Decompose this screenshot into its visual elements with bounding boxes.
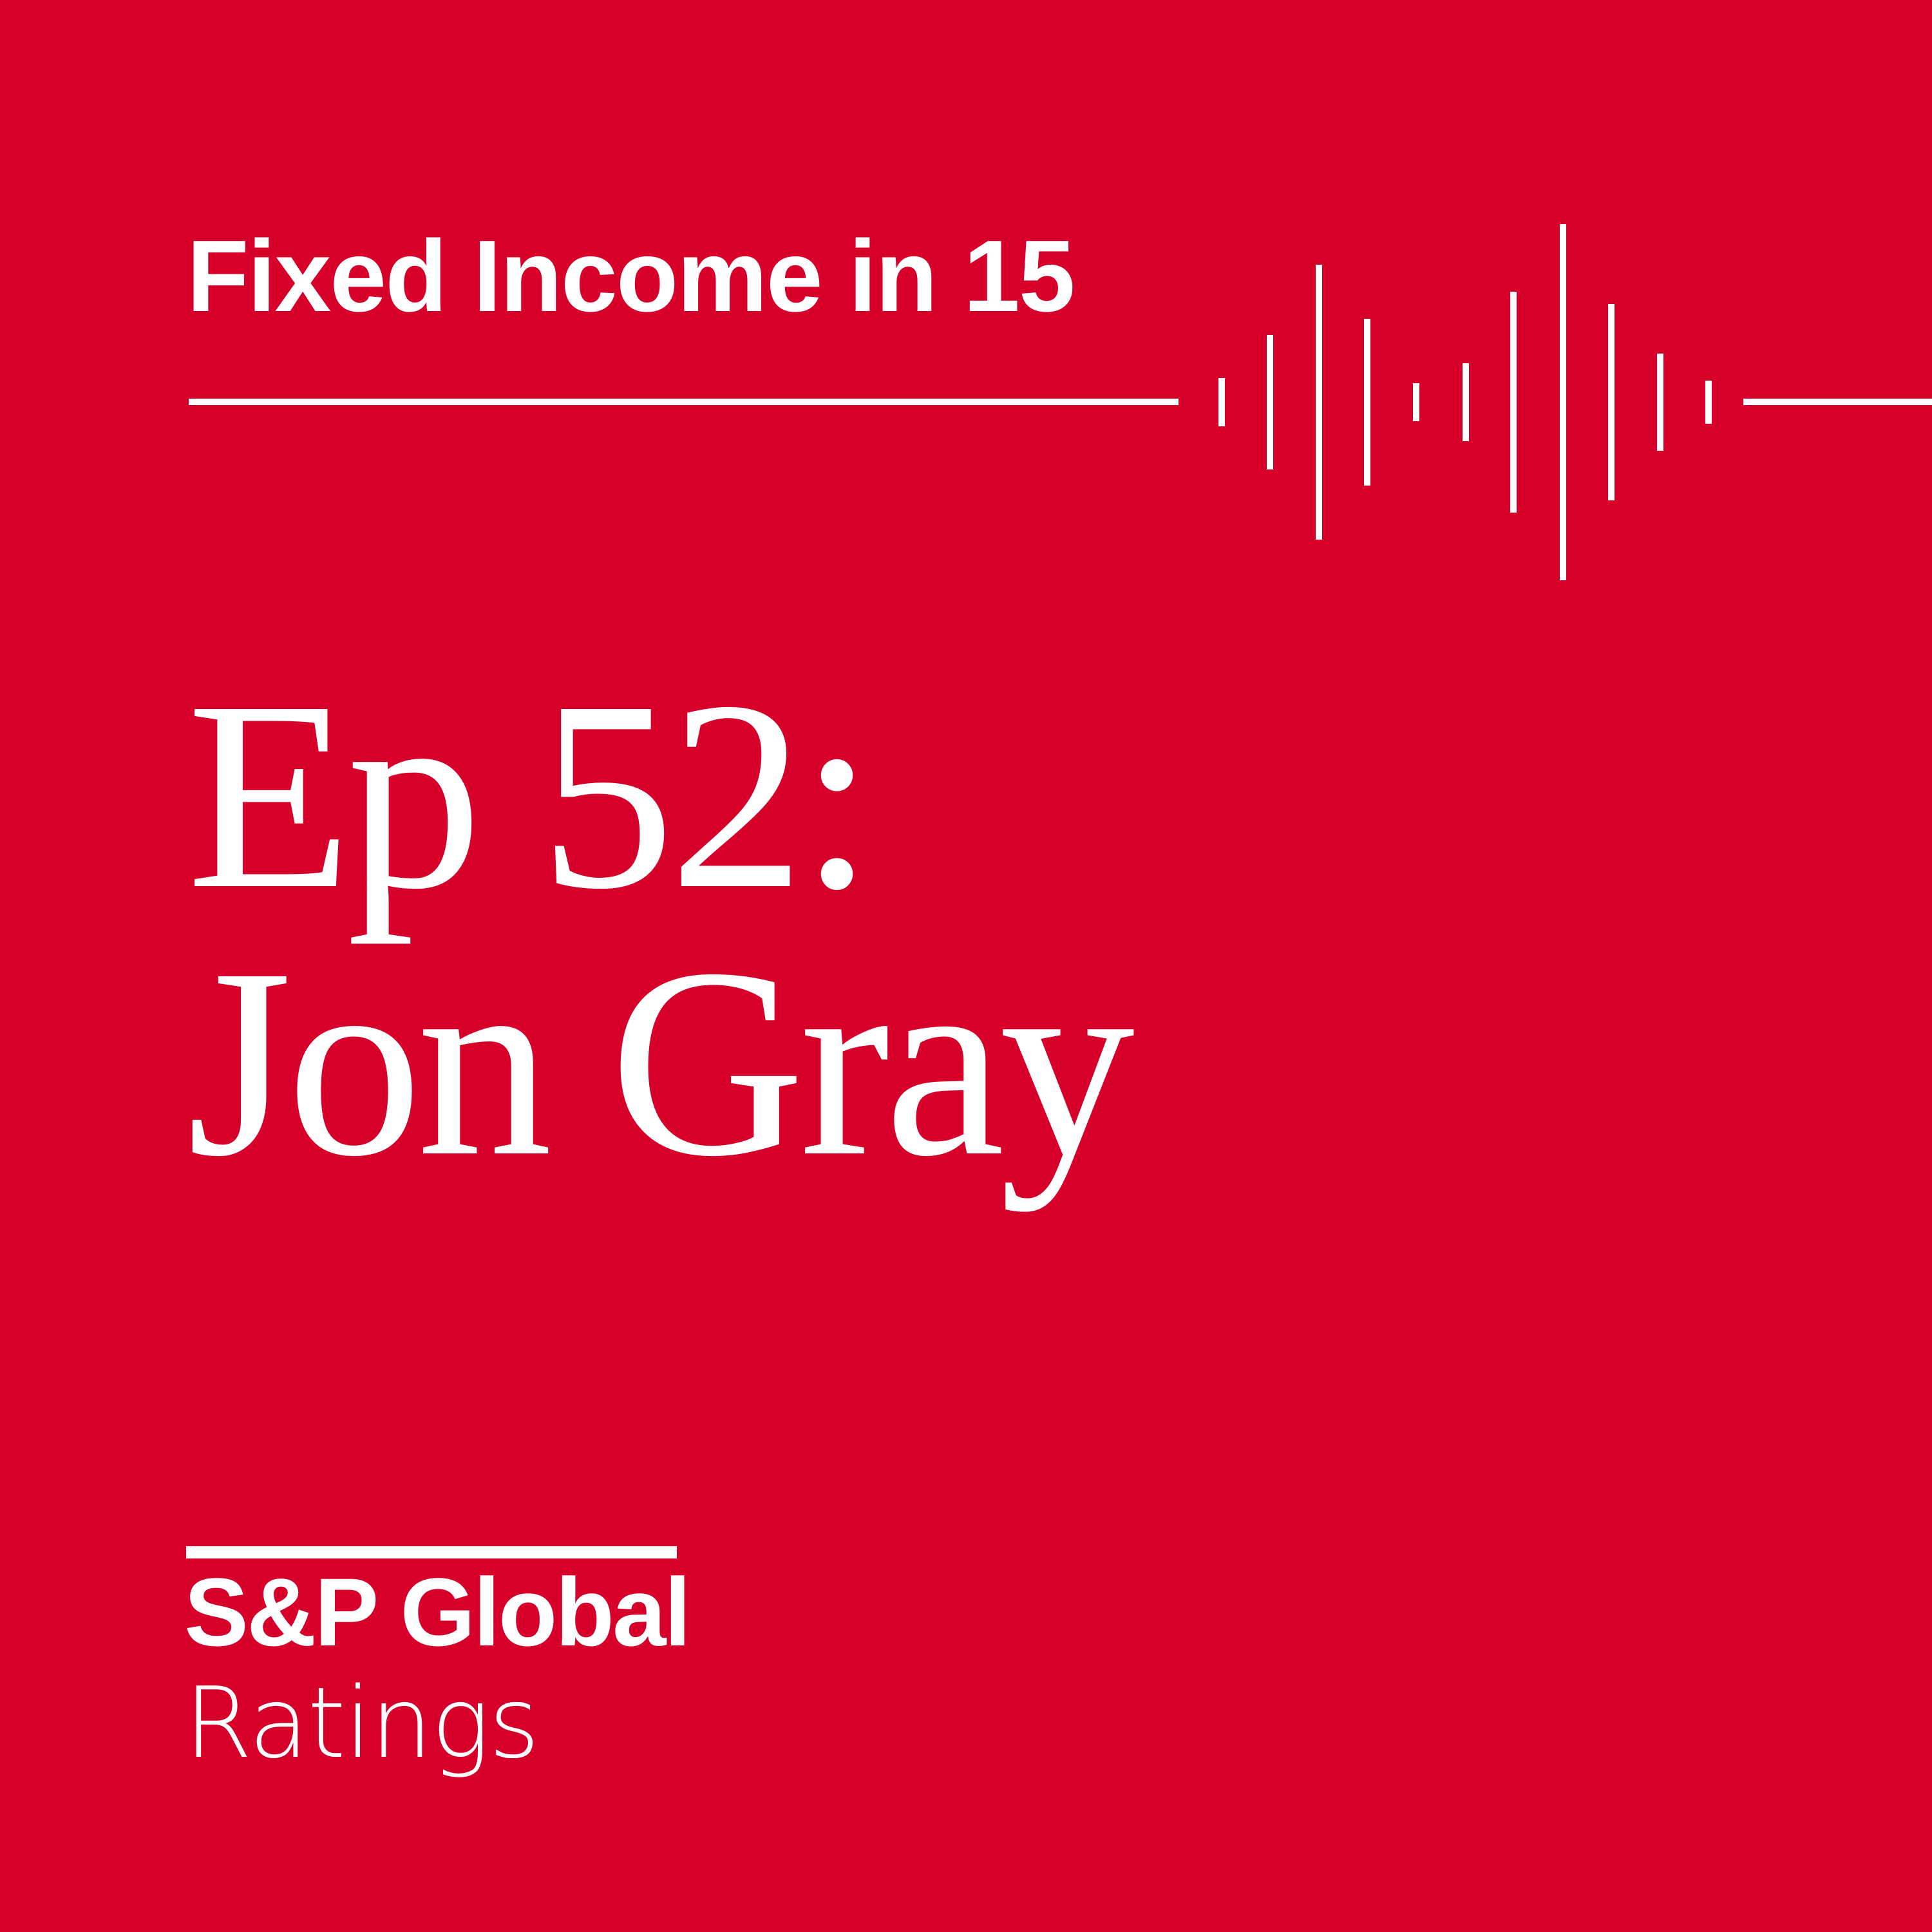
waveform-bar: [1510, 292, 1517, 513]
waveform-tail-line: [1743, 399, 1932, 405]
episode-number: Ep 52:: [187, 645, 875, 945]
waveform-bar: [1267, 335, 1273, 469]
waveform-bar: [1316, 265, 1322, 540]
brand-divider: [186, 1546, 677, 1558]
waveform-bar: [1463, 363, 1469, 441]
title-divider: [189, 399, 1179, 405]
brand-subtitle: Ratings: [184, 1666, 540, 1780]
brand-logo: S&P Global: [184, 1558, 691, 1666]
waveform-bar: [1608, 304, 1615, 500]
waveform-bar: [1364, 319, 1370, 486]
audio-waveform-icon: [0, 0, 1932, 644]
waveform-bar: [1705, 381, 1712, 424]
waveform-bar: [1413, 383, 1419, 421]
waveform-bar: [1560, 224, 1566, 580]
waveform-bar: [1657, 354, 1663, 451]
waveform-bar: [1218, 378, 1225, 426]
episode-guest: Jon Gray: [187, 913, 1135, 1212]
show-title: Fixed Income in 15: [187, 220, 1075, 333]
